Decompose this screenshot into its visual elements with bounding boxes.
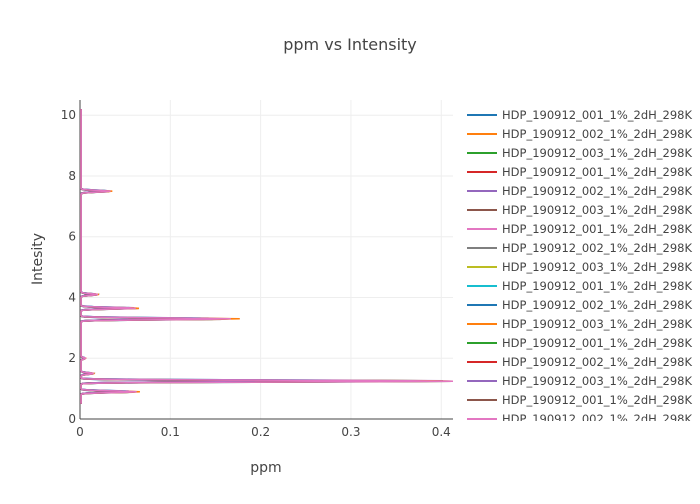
legend-item[interactable]: HDP_190912_002_1%_2dH_298K	[467, 298, 692, 312]
y-tick-label: 4	[68, 290, 76, 304]
spectrum-trace	[80, 109, 332, 404]
spectrum-trace	[80, 109, 454, 404]
legend-item[interactable]: HDP_190912_001_1%_2dH_298K	[467, 393, 692, 407]
legend-label: HDP_190912_002_1%_2dH_298K	[502, 184, 692, 198]
x-tick-label: 0.2	[251, 425, 270, 439]
spectrum-trace	[80, 109, 454, 404]
x-tick-label: 0.4	[432, 425, 451, 439]
legend-label: HDP_190912_001_1%_2dH_298K	[502, 108, 692, 122]
legend[interactable]: HDP_190912_001_1%_2dH_298K HDP_190912_002…	[467, 108, 692, 426]
legend-label: HDP_190912_001_1%_2dH_298K	[502, 393, 692, 407]
y-tick-label: 10	[61, 108, 76, 122]
legend-label: HDP_190912_003_1%_2dH_298K	[502, 146, 692, 160]
grid	[80, 100, 453, 419]
legend-label: HDP_190912_003_1%_2dH_298K	[502, 203, 692, 217]
legend-label: HDP_190912_003_1%_2dH_298K	[502, 260, 692, 274]
legend-item[interactable]: HDP_190912_001_1%_2dH_298K	[467, 279, 692, 293]
legend-item[interactable]: HDP_190912_003_1%_2dH_298K	[467, 374, 692, 388]
plot-traces	[80, 109, 454, 404]
spectrum-trace	[80, 109, 454, 404]
spectrum-trace	[80, 109, 432, 404]
legend-label: HDP_190912_001_1%_2dH_298K	[502, 279, 692, 293]
legend-item[interactable]: HDP_190912_003_1%_2dH_298K	[467, 317, 692, 331]
legend-item[interactable]: HDP_190912_003_1%_2dH_298K	[467, 203, 692, 217]
spectrum-trace	[80, 109, 401, 404]
legend-label: HDP_190912_002_1%_2dH_298K	[502, 298, 692, 312]
legend-label: HDP_190912_001_1%_2dH_298K	[502, 165, 692, 179]
spectrum-trace	[80, 109, 353, 404]
x-tick-label: 0.1	[161, 425, 180, 439]
legend-label: HDP_190912_002_1%_2dH_298K	[502, 355, 692, 369]
legend-item[interactable]: HDP_190912_003_1%_2dH_298K	[467, 260, 692, 274]
spectrum-trace	[80, 109, 311, 404]
legend-label: HDP_190912_003_1%_2dH_298K	[502, 374, 692, 388]
y-tick-label: 0	[68, 412, 76, 426]
x-tick-label: 0	[76, 425, 84, 439]
legend-item[interactable]: HDP_190912_002_1%_2dH_298K	[467, 412, 692, 426]
legend-item[interactable]: HDP_190912_001_1%_2dH_298K	[467, 336, 692, 350]
spectrum-trace	[80, 109, 378, 404]
legend-item[interactable]: HDP_190912_002_1%_2dH_298K	[467, 355, 692, 369]
axes: 0 0.1 0.2 0.3 0.4 0 2 4 6 8 10	[61, 100, 453, 439]
legend-item[interactable]: HDP_190912_002_1%_2dH_298K	[467, 184, 692, 198]
spectrum-trace	[80, 109, 306, 404]
x-tick-label: 0.3	[341, 425, 360, 439]
spectrum-trace	[80, 109, 421, 404]
legend-item[interactable]: HDP_190912_001_1%_2dH_298K	[467, 108, 692, 122]
y-tick-label: 8	[68, 169, 76, 183]
spectrum-trace	[80, 109, 454, 404]
legend-item[interactable]: HDP_190912_002_1%_2dH_298K	[467, 241, 692, 255]
legend-label: HDP_190912_001_1%_2dH_298K	[502, 336, 692, 350]
y-axis-title: Intesity	[30, 233, 46, 285]
x-axis-title: ppm	[250, 460, 281, 476]
spectrum-trace	[80, 109, 356, 404]
legend-label: HDP_190912_002_1%_2dH_298K	[502, 127, 692, 141]
spectrum-trace	[80, 109, 444, 404]
y-tick-label: 2	[68, 351, 76, 365]
legend-item[interactable]: HDP_190912_003_1%_2dH_298K	[467, 146, 692, 160]
y-tick-label: 6	[68, 230, 76, 244]
legend-items: HDP_190912_001_1%_2dH_298K HDP_190912_002…	[467, 108, 692, 426]
chart-title: ppm vs Intensity	[283, 35, 417, 54]
spectrum-trace	[80, 109, 311, 404]
legend-item[interactable]: HDP_190912_002_1%_2dH_298K	[467, 127, 692, 141]
legend-label: HDP_190912_002_1%_2dH_298K	[502, 241, 692, 255]
legend-item[interactable]: HDP_190912_001_1%_2dH_298K	[467, 165, 692, 179]
legend-label: HDP_190912_003_1%_2dH_298K	[502, 317, 692, 331]
legend-label: HDP_190912_001_1%_2dH_298K	[502, 222, 692, 236]
legend-item[interactable]: HDP_190912_001_1%_2dH_298K	[467, 222, 692, 236]
legend-label: HDP_190912_002_1%_2dH_298K	[502, 412, 692, 426]
spectrum-trace	[80, 109, 398, 404]
spectrum-trace	[80, 109, 334, 404]
